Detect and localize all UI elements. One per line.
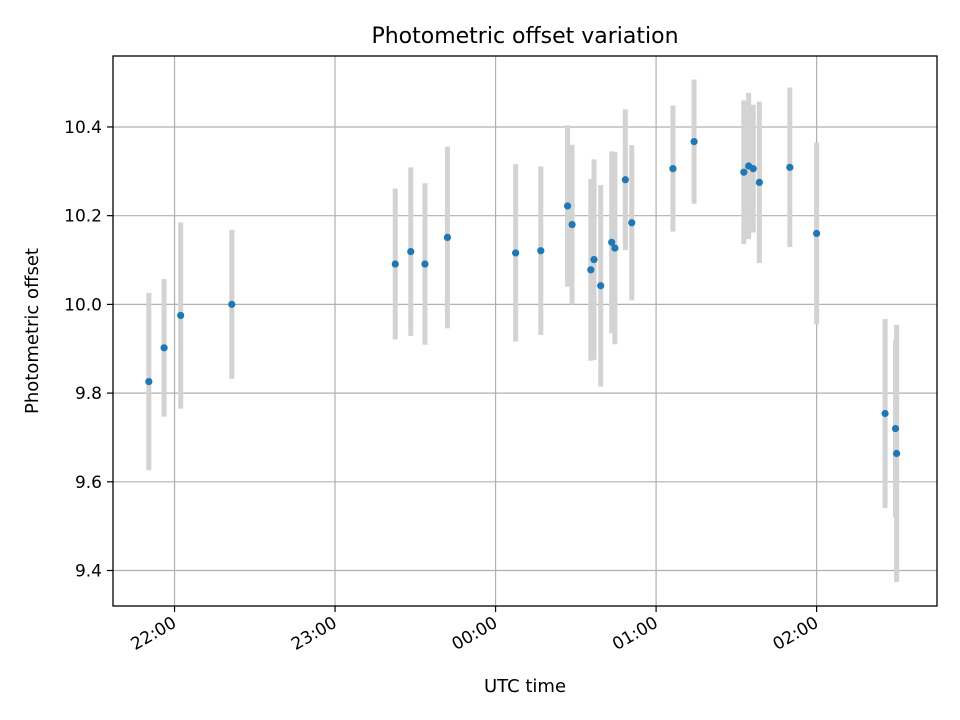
y-axis-label: Photometric offset bbox=[22, 248, 43, 414]
y-axis: 9.4 9.6 9.8 10.0 10.2 10.4 bbox=[64, 118, 113, 582]
data-point bbox=[881, 409, 889, 418]
data-point bbox=[749, 165, 757, 173]
data-point bbox=[893, 449, 901, 458]
data-point bbox=[755, 178, 763, 187]
data-point bbox=[621, 176, 629, 184]
data-point bbox=[563, 202, 572, 210]
data-point bbox=[740, 168, 748, 176]
data-point bbox=[537, 247, 545, 255]
data-point bbox=[611, 244, 619, 252]
data-point bbox=[628, 219, 636, 227]
data-point bbox=[228, 300, 236, 308]
y-tick-label: 9.4 bbox=[75, 562, 102, 582]
y-tick-label: 9.8 bbox=[75, 384, 102, 404]
data-point bbox=[512, 249, 520, 257]
data-point bbox=[407, 248, 415, 256]
data-point bbox=[597, 282, 605, 290]
data-point bbox=[669, 165, 677, 173]
data-point bbox=[391, 260, 399, 268]
y-tick-label: 9.6 bbox=[75, 473, 102, 493]
data-point bbox=[568, 220, 576, 229]
data-point bbox=[590, 255, 598, 264]
data-point bbox=[690, 138, 698, 146]
data-point bbox=[443, 233, 452, 242]
data-point bbox=[587, 266, 595, 274]
data-point bbox=[160, 344, 168, 352]
plot-frame bbox=[112, 55, 938, 607]
x-axis-label: UTC time bbox=[484, 676, 566, 697]
data-point bbox=[421, 260, 429, 268]
data-point bbox=[786, 163, 794, 171]
data-points bbox=[145, 138, 901, 458]
data-point bbox=[145, 377, 153, 386]
data-point bbox=[813, 229, 821, 238]
y-tick-label: 10.0 bbox=[64, 295, 102, 315]
y-tick-label: 10.2 bbox=[64, 207, 102, 227]
data-point bbox=[891, 424, 900, 433]
data-point bbox=[608, 238, 616, 246]
data-point bbox=[177, 311, 185, 320]
y-tick-label: 10.4 bbox=[64, 118, 102, 138]
chart-title: Photometric offset variation bbox=[371, 24, 678, 49]
